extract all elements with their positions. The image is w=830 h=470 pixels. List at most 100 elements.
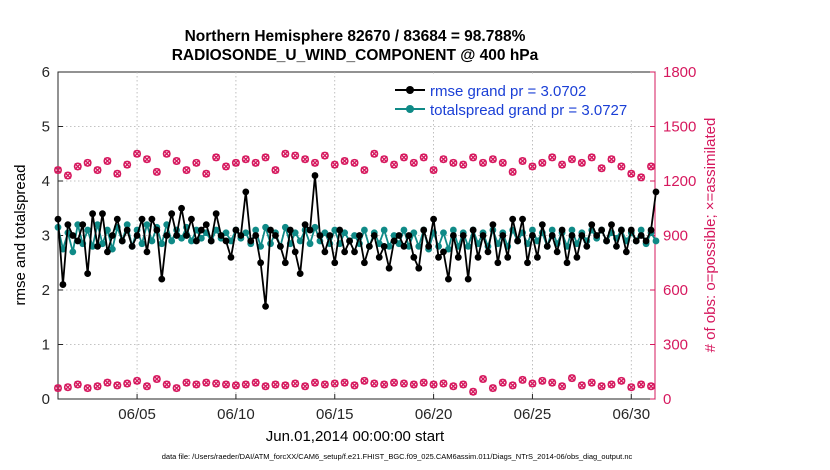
obs-possible-cross	[321, 152, 329, 160]
totalspread-point	[84, 226, 92, 234]
totalspread-point	[573, 240, 581, 248]
right-axis-label: # of obs: o=possible; ×=assimilated	[702, 118, 719, 353]
obs-assimilated-cross	[360, 377, 368, 385]
obs-possible-cross	[617, 162, 625, 170]
obs-possible-cross	[103, 157, 111, 165]
obs-possible-cross	[163, 150, 171, 158]
obs-assimilated-cross	[489, 384, 497, 392]
obs-possible-cross	[469, 153, 477, 161]
chart-title-line-2: RADIOSONDE_U_WIND_COMPONENT @ 400 hPa	[172, 47, 539, 64]
legend-spread-label: totalspread grand pr = 3.0727	[430, 102, 627, 119]
rmse-point	[64, 221, 72, 229]
totalspread-point	[123, 221, 131, 229]
rmse-point	[617, 226, 625, 234]
rmse-point	[632, 237, 640, 245]
obs-possible-cross	[341, 157, 349, 165]
obs-assimilated-marker	[172, 384, 181, 393]
rmse-point	[642, 237, 650, 245]
obs-assimilated-cross	[370, 380, 378, 388]
rmse-point	[415, 264, 423, 272]
rmse-point	[59, 281, 67, 288]
obs-assimilated-cross	[192, 380, 200, 388]
obs-assimilated-cross	[133, 377, 141, 385]
obs-possible-cross	[301, 155, 309, 163]
obs-assimilated-marker	[617, 376, 626, 385]
obs-assimilated-marker	[320, 380, 329, 389]
rmse-point	[563, 259, 571, 267]
totalspread-point	[637, 226, 645, 234]
rmse-point	[637, 232, 645, 239]
rmse-point	[459, 232, 467, 239]
legend-rmse-label: rmse grand pr = 3.0702	[430, 83, 586, 100]
obs-possible-cross	[578, 159, 586, 167]
obs-assimilated-marker	[587, 378, 596, 387]
obs-assimilated-cross	[84, 384, 92, 392]
rmse-point	[217, 232, 225, 239]
rmse-point	[543, 243, 551, 250]
obs-assimilated-marker	[212, 379, 221, 388]
obs-possible-cross	[291, 152, 299, 160]
obs-possible-marker	[567, 155, 576, 164]
rmse-point	[514, 237, 522, 245]
obs-assimilated-cross	[647, 382, 655, 390]
obs-assimilated-cross	[558, 382, 566, 390]
obs-assimilated-marker	[93, 382, 102, 391]
rmse-point	[647, 226, 655, 234]
obs-possible-marker	[113, 169, 122, 178]
obs-assimilated-marker	[479, 375, 488, 384]
obs-possible-cross	[420, 153, 428, 161]
obs-possible-marker	[587, 153, 596, 162]
left-tick-label: 0	[42, 391, 50, 408]
obs-assimilated-marker	[548, 378, 557, 387]
rmse-point	[553, 248, 561, 256]
obs-possible-marker	[93, 166, 102, 175]
rmse-point	[351, 248, 358, 256]
obs-possible-marker	[340, 157, 349, 166]
rmse-point	[296, 270, 304, 278]
obs-possible-cross	[173, 157, 181, 165]
rmse-point	[133, 232, 141, 239]
obs-possible-cross	[439, 155, 447, 163]
obs-possible-marker	[370, 149, 379, 158]
obs-assimilated-cross	[103, 379, 111, 387]
rmse-point	[143, 248, 151, 256]
rmse-point	[479, 232, 487, 239]
obs-possible-marker	[488, 155, 497, 164]
right-tick-label: 0	[663, 391, 671, 408]
obs-possible-cross	[449, 159, 457, 167]
rmse-point	[608, 221, 615, 229]
rmse-point	[237, 232, 245, 239]
obs-assimilated-marker	[113, 381, 122, 390]
obs-assimilated-cross	[173, 384, 181, 392]
obs-possible-marker	[251, 158, 260, 167]
totalspread-point	[212, 226, 220, 234]
obs-possible-cross	[647, 162, 655, 170]
obs-possible-marker	[380, 155, 389, 164]
totalspread-point	[188, 237, 195, 245]
rmse-point	[425, 243, 433, 250]
obs-possible-cross	[242, 155, 250, 163]
obs-assimilated-marker	[162, 380, 171, 389]
obs-possible-cross	[222, 162, 230, 170]
obs-possible-cross	[519, 157, 527, 165]
rmse-point	[365, 243, 373, 250]
legend-rmse-marker	[406, 86, 414, 94]
rmse-point	[188, 215, 195, 223]
obs-assimilated-marker	[271, 380, 280, 389]
obs-assimilated-cross	[262, 382, 270, 390]
totalspread-point	[227, 237, 235, 245]
obs-assimilated-cross	[271, 380, 279, 388]
obs-assimilated-marker	[63, 383, 72, 392]
obs-possible-marker	[518, 157, 527, 166]
rmse-point	[533, 253, 541, 261]
right-tick-label: 1800	[663, 64, 696, 81]
rmse-point	[346, 237, 353, 245]
obs-possible-marker	[647, 162, 656, 171]
obs-possible-marker	[222, 162, 231, 171]
rmse-point	[267, 226, 274, 234]
obs-assimilated-cross	[212, 380, 220, 388]
obs-assimilated-cross	[291, 380, 299, 388]
obs-possible-marker	[627, 169, 636, 178]
rmse-point	[494, 259, 502, 267]
rmse-point	[509, 215, 517, 223]
